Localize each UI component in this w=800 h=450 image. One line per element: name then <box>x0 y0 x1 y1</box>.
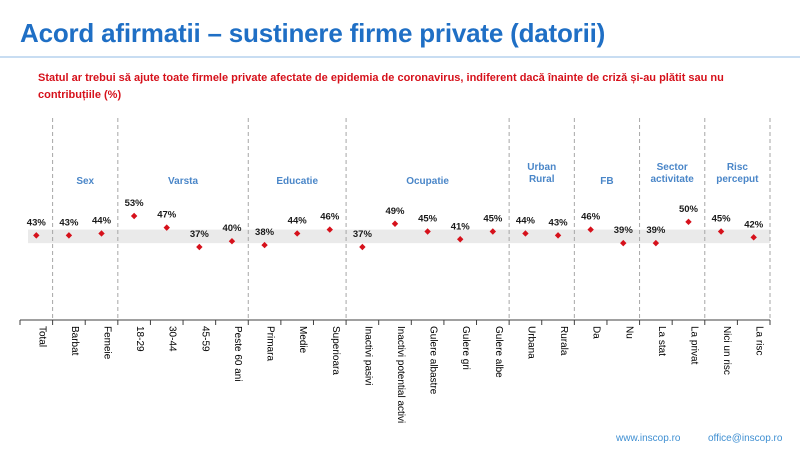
data-label: 41% <box>451 221 471 232</box>
data-point <box>620 239 627 247</box>
x-tick-label: Femeie <box>102 326 113 360</box>
data-label: 46% <box>581 212 601 223</box>
x-tick-label: Nu <box>623 326 634 339</box>
data-point <box>261 241 268 249</box>
group-label: Sector <box>657 162 688 173</box>
data-point <box>98 230 105 237</box>
group-label: FB <box>600 176 613 187</box>
group-label: Ocupatie <box>406 176 449 187</box>
x-tick-label: 30-44 <box>167 326 178 352</box>
data-label: 37% <box>353 229 373 240</box>
data-point <box>685 218 692 226</box>
data-point <box>750 234 757 241</box>
data-label: 44% <box>516 215 536 226</box>
x-tick-label: Total <box>36 326 47 347</box>
data-point <box>489 228 497 235</box>
data-label: 40% <box>222 223 242 234</box>
title-divider <box>0 56 800 58</box>
data-label: 43% <box>549 217 569 228</box>
data-label: 43% <box>27 217 47 228</box>
data-label: 47% <box>157 210 177 221</box>
data-point <box>163 224 170 231</box>
x-tick-label: Medie <box>297 326 308 354</box>
x-tick-label: Superioara <box>330 326 341 375</box>
data-label: 43% <box>59 217 79 228</box>
x-tick-label: Gulere albe <box>493 326 504 378</box>
x-tick-label: Gulere gri <box>460 326 471 370</box>
data-label: 39% <box>614 225 634 236</box>
chart-subtitle: Statul ar trebui să ajute toate firmele … <box>38 72 724 101</box>
data-point <box>359 243 366 251</box>
group-label: activitate <box>650 174 694 185</box>
x-tick-label: Urbana <box>525 326 536 359</box>
data-point <box>717 228 725 235</box>
data-label: 39% <box>646 225 666 236</box>
data-label: 46% <box>320 212 340 223</box>
group-label: Varsta <box>168 176 198 187</box>
x-tick-label: Primara <box>265 326 276 361</box>
x-tick-label: 18-29 <box>134 326 145 352</box>
data-point <box>554 232 562 239</box>
group-label: Rural <box>529 174 555 185</box>
average-band <box>28 229 770 244</box>
data-point <box>293 230 301 237</box>
data-label: 45% <box>483 214 503 225</box>
group-label: Urban <box>527 162 556 173</box>
data-label: 42% <box>744 219 764 230</box>
data-point <box>326 226 333 233</box>
x-tick-label: Da <box>591 326 602 339</box>
x-tick-label: La privat <box>688 326 699 365</box>
x-tick-label: La stat <box>656 326 667 356</box>
group-label: perceput <box>716 174 759 185</box>
data-label: 50% <box>679 204 699 215</box>
x-tick-label: 45-59 <box>199 326 210 352</box>
x-tick-label: Rurala <box>558 326 569 356</box>
x-tick-label: Barbat <box>69 326 80 356</box>
page-title: Acord afirmatii – sustinere firme privat… <box>20 18 606 48</box>
data-label: 45% <box>712 214 732 225</box>
x-tick-label: Peste 60 ani <box>232 326 243 382</box>
x-tick-label: Gulere albastre <box>428 326 439 395</box>
data-label: 44% <box>92 215 112 226</box>
data-point <box>424 228 431 235</box>
x-tick-label: Inactivi potential activi <box>395 326 406 423</box>
data-label: 44% <box>288 215 308 226</box>
data-point <box>33 232 40 239</box>
footer-website[interactable]: www.inscop.ro <box>616 433 681 444</box>
data-point <box>65 232 73 239</box>
data-label: 37% <box>190 229 210 240</box>
x-tick-label: Inactivi pasivi <box>362 326 373 385</box>
data-label: 38% <box>255 227 275 238</box>
group-label: Sex <box>76 176 94 187</box>
data-point <box>228 237 236 245</box>
data-label: 49% <box>385 206 405 217</box>
data-point <box>652 239 660 247</box>
data-point <box>196 243 203 251</box>
group-label: Educatie <box>276 176 318 187</box>
data-point <box>587 226 594 233</box>
data-point <box>130 212 138 220</box>
group-label: Risc <box>727 162 749 173</box>
data-point <box>457 236 464 243</box>
x-tick-label: Nici un risc <box>721 326 732 375</box>
data-label: 53% <box>125 198 145 209</box>
data-point <box>522 230 529 237</box>
footer-email[interactable]: office@inscop.ro <box>708 433 783 444</box>
data-label: 45% <box>418 214 438 225</box>
x-tick-label: La risc <box>754 326 765 355</box>
data-point <box>391 220 399 227</box>
